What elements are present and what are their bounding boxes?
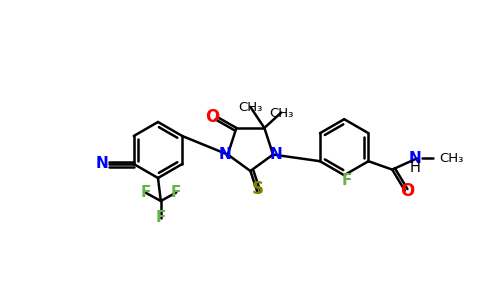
Text: CH₃: CH₃ bbox=[439, 152, 464, 165]
Text: F: F bbox=[171, 185, 182, 200]
Text: H: H bbox=[409, 160, 420, 175]
Text: CH₃: CH₃ bbox=[269, 106, 293, 119]
Text: F: F bbox=[156, 210, 166, 225]
Text: O: O bbox=[205, 108, 219, 126]
Text: CH₃: CH₃ bbox=[238, 101, 263, 114]
Text: N: N bbox=[218, 147, 231, 162]
Text: O: O bbox=[400, 182, 414, 200]
Text: N: N bbox=[408, 151, 421, 166]
Text: S: S bbox=[251, 180, 263, 198]
Text: N: N bbox=[95, 157, 108, 172]
Text: N: N bbox=[270, 147, 282, 162]
Text: F: F bbox=[140, 185, 151, 200]
Text: F: F bbox=[342, 173, 352, 188]
